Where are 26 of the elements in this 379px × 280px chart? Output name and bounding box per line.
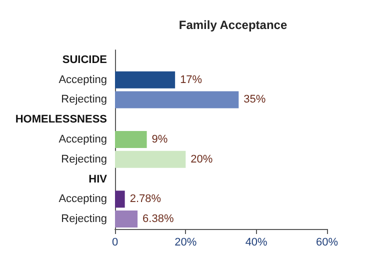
x-tick-label: 40% [245, 236, 268, 248]
y-tick-label: SUICIDE [62, 54, 107, 66]
x-tick-label: 0 [112, 236, 118, 248]
bar [115, 131, 147, 148]
y-tick-label: Rejecting [61, 94, 107, 106]
data-label: 20% [190, 153, 213, 166]
bar [115, 91, 239, 108]
x-tick-label: 60% [316, 236, 338, 248]
y-tick-label: HIV [88, 173, 108, 186]
bar [115, 150, 186, 168]
data-label: 9% [152, 134, 168, 146]
data-label: 2.78% [130, 193, 162, 206]
y-tick-label: Rejecting [61, 153, 107, 166]
data-label: 35% [244, 94, 266, 106]
bar [115, 71, 176, 88]
y-tick-label: Accepting [58, 74, 107, 86]
y-tick-label: Accepting [58, 193, 107, 206]
y-tick-label: Rejecting [61, 213, 107, 226]
data-label: 17% [180, 74, 202, 86]
chart-title: Family Acceptance [178, 18, 288, 32]
y-tick-label: HOMELESSNESS [15, 114, 107, 126]
y-tick-label: Accepting [58, 134, 107, 146]
bar [115, 190, 125, 208]
bar [115, 210, 138, 228]
x-tick-label: 20% [174, 236, 197, 248]
data-label: 6.38% [142, 213, 174, 226]
